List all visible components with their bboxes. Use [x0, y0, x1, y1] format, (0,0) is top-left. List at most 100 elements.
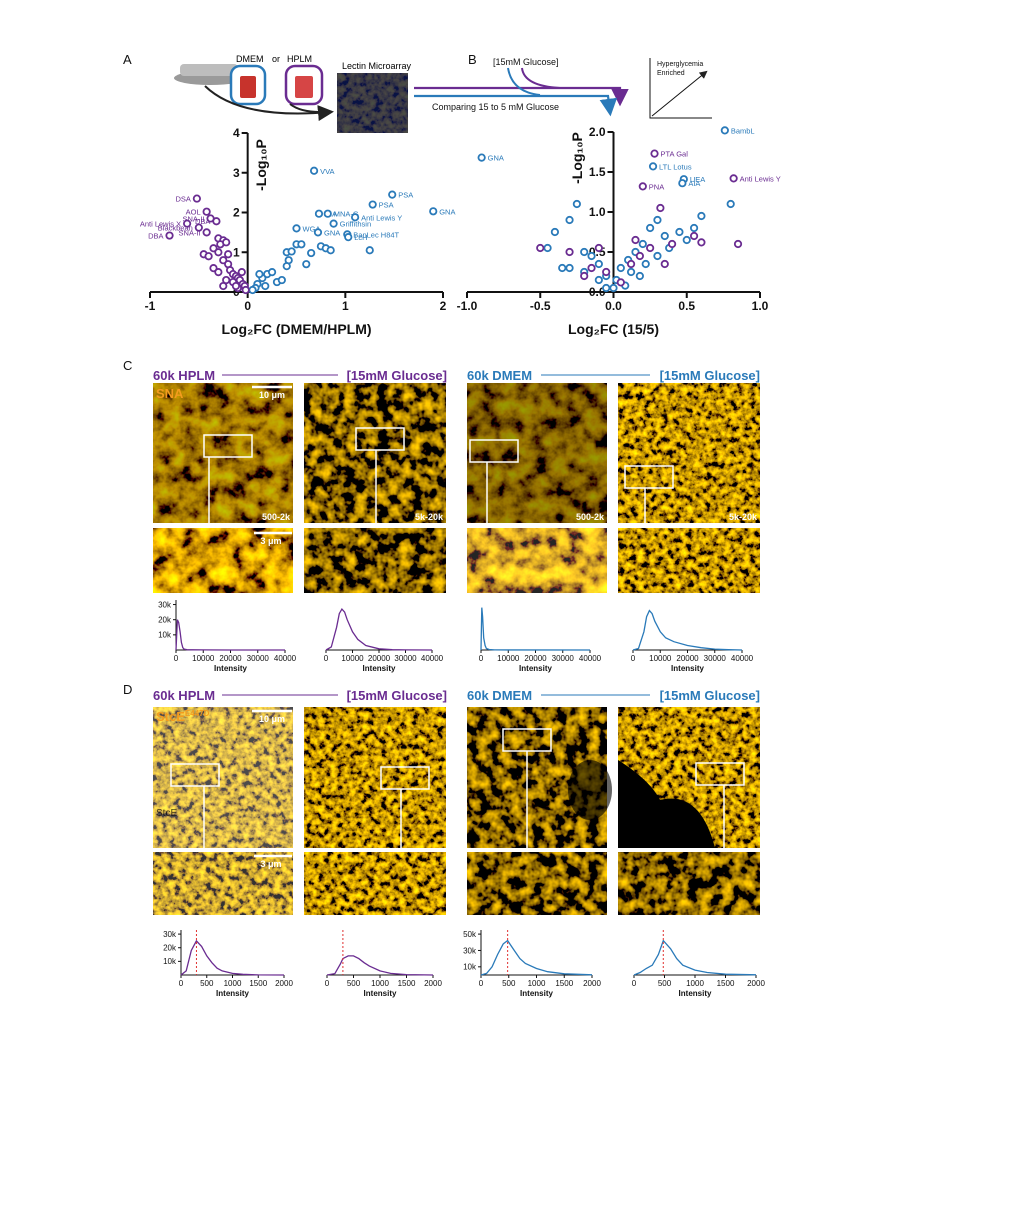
- point: [277, 275, 286, 285]
- x-tick-label: 1.0: [752, 299, 769, 313]
- point: [329, 219, 338, 228]
- panel-label: B: [468, 52, 477, 67]
- point: [194, 223, 203, 232]
- point: [587, 263, 596, 273]
- point: [302, 260, 311, 269]
- roi: [203, 427, 674, 523]
- scale-label: 10 μm: [259, 390, 285, 400]
- point: [267, 268, 277, 277]
- point-label: BambL: [731, 126, 755, 135]
- point: [594, 243, 603, 253]
- point: [550, 227, 560, 237]
- point: [626, 259, 636, 269]
- glucose: [15mM Glucose]: [347, 368, 447, 383]
- micrographs-c: 10 μm 3 μm SNA 500-2k 5k-20k 500-2k 5k-2…: [153, 383, 760, 593]
- x-tick-label: 10000: [497, 654, 520, 663]
- point-label: BanLec H84T: [353, 230, 399, 239]
- micrograph: [467, 383, 607, 523]
- point: [631, 235, 640, 245]
- x-axis-label: Intensity: [671, 664, 704, 673]
- point: [565, 215, 574, 225]
- label: Hyperglycemia: [657, 61, 703, 68]
- zoom: [618, 528, 760, 593]
- dark-region: [568, 760, 612, 820]
- point: [594, 275, 603, 285]
- stain: StcEE447D: [156, 709, 210, 724]
- point-label: AIA: [688, 179, 700, 188]
- label: Enriched: [657, 70, 685, 77]
- micrograph: [153, 383, 293, 523]
- point: [255, 270, 264, 279]
- chart: 0 10000 20000 30000 40000 Intensity: [479, 607, 602, 673]
- x-tick-label: 10000: [649, 654, 672, 663]
- media-bottle: [295, 76, 313, 98]
- stain-sup: E447D: [185, 709, 210, 718]
- point: [653, 251, 662, 261]
- histogram-line: [326, 955, 434, 976]
- y-tick-label: 20k: [163, 944, 177, 953]
- x-tick-label: 0: [325, 979, 330, 988]
- point: [602, 267, 611, 277]
- point-label: LTL Lotus: [659, 162, 692, 171]
- panel-labels: A B C D: [123, 52, 477, 697]
- point: [165, 231, 174, 240]
- point: [388, 190, 397, 199]
- point: [678, 179, 687, 188]
- scale-label: 3 μm: [260, 536, 281, 546]
- micrograph: [304, 707, 446, 848]
- histogram-line: [325, 608, 433, 651]
- point: [638, 239, 647, 249]
- point: [429, 207, 438, 216]
- axes-sketch: [649, 58, 712, 119]
- point: [292, 224, 301, 233]
- y-tick-label: 30k: [158, 600, 172, 609]
- label: HPLM: [287, 54, 312, 64]
- x-axis-label: Intensity: [214, 664, 247, 673]
- point-label: DBA: [195, 217, 210, 226]
- point: [697, 238, 706, 247]
- glucose: [15mM Glucose]: [660, 688, 760, 703]
- zoom: [467, 528, 607, 593]
- micrograph: [304, 383, 446, 523]
- point: [650, 149, 659, 158]
- x-tick-label: 40000: [421, 654, 444, 663]
- point-label: PTA Gal: [661, 150, 689, 159]
- x-tick-label: 500: [200, 979, 214, 988]
- point-label: MNA-G: [334, 210, 359, 219]
- point: [675, 227, 684, 237]
- point: [572, 199, 581, 209]
- x-tick-label: 30000: [394, 654, 417, 663]
- point: [660, 259, 669, 269]
- x-tick-label: 20000: [219, 654, 242, 663]
- point: [214, 268, 223, 277]
- zoom: [304, 852, 446, 915]
- scale-label: 10 μm: [259, 714, 285, 724]
- imaging-headers: 60k HPLM [15mM Glucose] 60k DMEM [15mM G…: [153, 368, 760, 703]
- point: [192, 194, 201, 203]
- condition: 60k HPLM: [153, 688, 215, 703]
- x-tick-label: 20000: [676, 654, 699, 663]
- point: [248, 285, 257, 295]
- dark-region: [618, 760, 715, 848]
- point: [231, 281, 241, 291]
- x-tick-label: 20000: [524, 654, 547, 663]
- glucose: [15mM Glucose]: [660, 368, 760, 383]
- point: [212, 217, 221, 226]
- label: or: [272, 54, 280, 64]
- micrographs-d: 10 μm 3 μm StcEE447D StcE: [153, 707, 760, 915]
- y-tick-label: 1.0: [589, 205, 606, 219]
- x-tick-label: 40000: [274, 654, 297, 663]
- y-tick-label: 1.5: [589, 165, 606, 179]
- point-label: UEA: [690, 175, 705, 184]
- point: [720, 126, 729, 135]
- point: [202, 228, 211, 237]
- point: [543, 243, 552, 253]
- point: [616, 278, 625, 287]
- point: [307, 248, 316, 258]
- point: [365, 246, 374, 255]
- x-axis-label: Intensity: [363, 664, 396, 673]
- label: [15mM Glucose]: [493, 57, 559, 67]
- point-label: Anti Lewis Y: [740, 174, 781, 183]
- x-tick-label: 30000: [704, 654, 727, 663]
